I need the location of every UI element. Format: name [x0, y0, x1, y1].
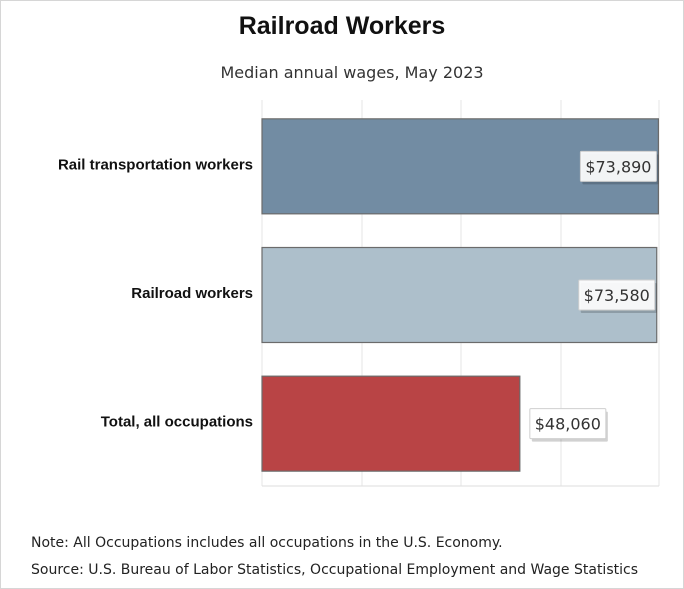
value-label-box — [579, 150, 657, 182]
value-label-box — [529, 408, 607, 440]
value-label: $48,060 — [535, 415, 601, 434]
bar — [261, 375, 521, 472]
category-label: Total, all occupations — [101, 414, 253, 431]
value-label: $73,580 — [584, 286, 650, 305]
category-label: Rail transportation workers — [58, 156, 253, 173]
chart-source: Source: U.S. Bureau of Labor Statistics,… — [31, 562, 638, 578]
chart-note: Note: All Occupations includes all occup… — [31, 535, 503, 551]
value-label-box — [578, 279, 656, 311]
value-label: $73,890 — [585, 157, 651, 176]
chart-title: Railroad Workers — [238, 12, 446, 40]
category-label: Railroad workers — [131, 285, 253, 302]
chart-subtitle: Median annual wages, May 2023 — [220, 63, 484, 82]
